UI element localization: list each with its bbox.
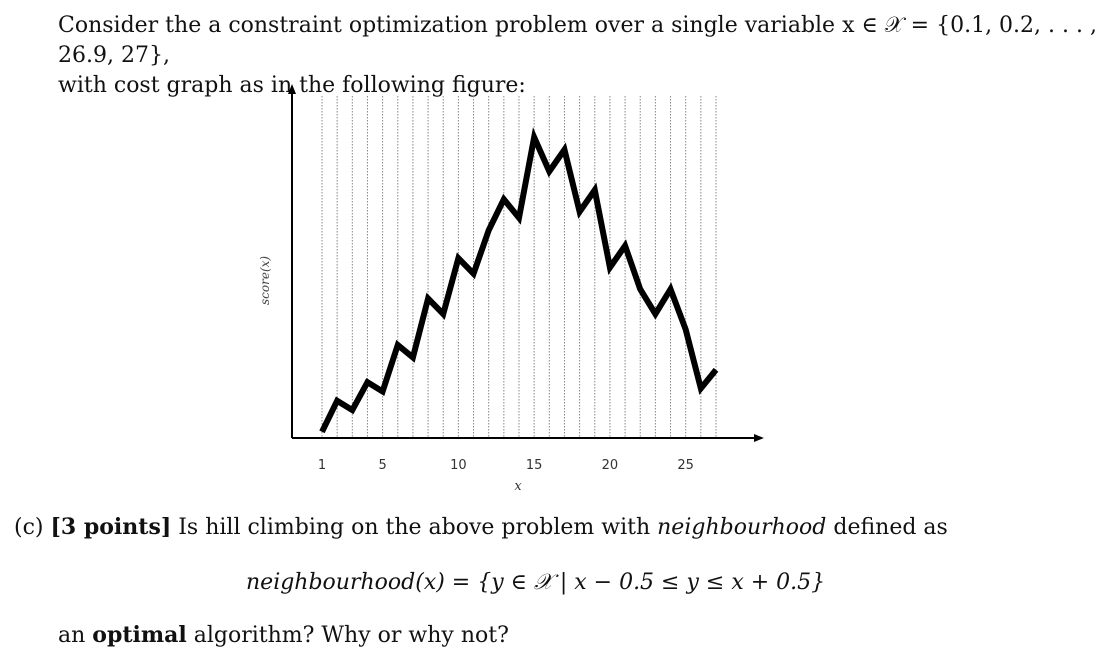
question-continuation: an optimal algorithm? Why or why not? [58, 620, 509, 651]
x-tick-label: 25 [677, 458, 694, 473]
question-emph: neighbourhood [657, 515, 827, 540]
x-axis-arrow [754, 434, 764, 442]
question-points: [3 points] [50, 514, 172, 540]
y-axis-arrow [288, 84, 296, 94]
x-tick-label: 15 [526, 458, 543, 473]
problem-intro: Consider the a constraint optimization p… [58, 11, 1118, 101]
chart-axes [288, 84, 764, 442]
score-line [319, 127, 719, 434]
question-part: (c) [14, 515, 44, 540]
score-chart: 1 5 10 15 20 25 x [288, 84, 764, 494]
neighbourhood-formula: neighbourhood(x) = {y ∈ 𝒳 | x − 0.5 ≤ y … [246, 570, 826, 595]
question-c: (c) [3 points] Is hill climbing on the a… [14, 512, 1104, 543]
x-tick-label: 10 [450, 458, 467, 473]
continuation-after: algorithm? Why or why not? [186, 623, 509, 648]
continuation-before: an [58, 623, 93, 648]
intro-line-1: Consider the a constraint optimization p… [58, 13, 1097, 68]
chart-grid [321, 96, 717, 438]
y-axis-label: score(x) [258, 255, 272, 305]
x-tick-label: 1 [318, 458, 326, 473]
x-tick-label: 20 [602, 458, 619, 473]
question-text-before: Is hill climbing on the above problem wi… [171, 515, 658, 540]
x-axis-label: x [514, 479, 522, 494]
question-text-after: defined as [826, 515, 948, 540]
continuation-bold: optimal [92, 622, 187, 648]
x-tick-labels: 1 5 10 15 20 25 [318, 458, 694, 473]
x-tick-label: 5 [378, 458, 386, 473]
